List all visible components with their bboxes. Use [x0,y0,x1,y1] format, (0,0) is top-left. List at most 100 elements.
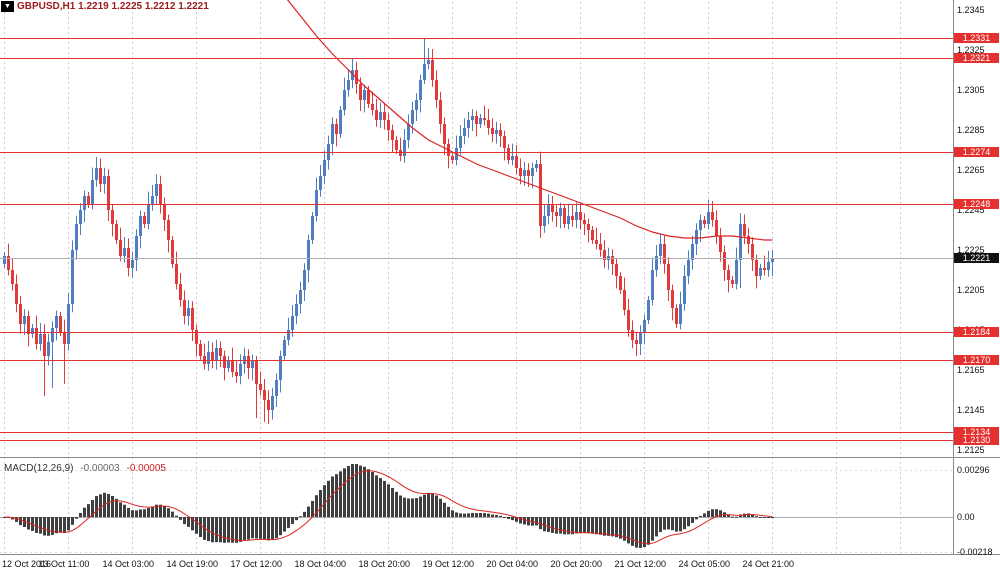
candle-up [227,360,230,368]
time-label: 12 Oct 2016 [2,559,52,569]
macd-bar [155,504,158,517]
candle-down [371,104,374,110]
candle-down [435,80,438,100]
macd-bar [199,517,202,538]
macd-bar [679,517,682,532]
candle-up [47,342,50,356]
candle-down [503,136,506,148]
macd-bar [251,517,254,539]
candle-up [575,212,578,220]
macd-bar [383,480,386,517]
candle-up [3,256,6,264]
candle-up [155,184,158,196]
candle-up [543,216,546,226]
macd-bar [603,517,606,536]
candle-down [731,280,734,284]
candle-up [275,380,278,396]
price-tick-label: 1.2325 [957,45,985,55]
candle-up [707,212,710,224]
time-label: 14 Oct 19:00 [166,559,219,569]
macd-bar [487,513,490,517]
candle-up [131,260,134,268]
candle-down [59,316,62,332]
macd-bar [483,513,486,517]
candle-down [443,124,446,144]
macd-tick-label: -0.00218 [957,547,993,557]
macd-bar [123,504,126,517]
candle-down [755,260,758,276]
macd-bar [467,513,470,517]
candle-down [475,116,478,124]
candle-down [451,156,454,160]
candle-up [459,136,462,148]
macd-bar [731,516,734,518]
macd-bar [31,517,34,531]
candle-down [611,256,614,264]
candle-down [747,236,750,244]
macd-bar [35,517,38,533]
macd-bar [547,517,550,532]
macd-bar [431,493,434,517]
macd-bar [503,517,506,518]
candle-down [195,330,198,344]
macd-bar [707,510,710,517]
sr-price-badge: 1.2274 [954,147,999,157]
macd-bar [207,517,210,542]
candle-down [19,304,22,324]
macd-bar [271,517,274,540]
candle-up [55,316,58,328]
macd-bar [59,517,62,533]
macd-bar [183,517,186,525]
macd-bar [227,517,230,543]
macd-bar [727,514,730,517]
candle-down [383,112,386,120]
chart-menu-icon[interactable]: ▼ [1,1,14,12]
candle-down [359,84,362,100]
candle-up [251,360,254,368]
candle-up [643,320,646,332]
macd-bar [179,517,182,520]
candle-down [367,90,370,104]
candle-up [279,356,282,380]
candle-up [339,110,342,134]
macd-tick-label: 0.00296 [957,465,990,475]
candle-down [615,264,618,276]
candle-down [211,352,214,360]
candle-up [403,140,406,156]
candle-down [175,264,178,284]
candle-up [343,90,346,110]
macd-bar [99,494,102,517]
candle-up [687,260,690,276]
macd-bar [151,506,154,517]
candle-down [99,168,102,184]
macd-bar [339,471,342,517]
time-label: 17 Oct 12:00 [230,559,283,569]
macd-bar [255,517,258,539]
candle-down [627,310,630,330]
candle-down [87,196,90,204]
macd-bar [323,485,326,517]
macd-bar [575,517,578,534]
candle-down [483,118,486,120]
candle-up [103,176,106,184]
macd-bar [335,474,338,517]
macd-bar [539,517,542,530]
macd-bar [599,517,602,535]
candle-up [419,80,422,100]
price-tick-label: 1.2345 [957,5,985,15]
candle-down [163,204,166,220]
macd-bar [395,491,398,517]
macd-bar [615,517,618,538]
candle-up [39,334,42,344]
candle-down [583,220,586,224]
candle-up [311,216,314,240]
macd-bar [647,517,650,545]
candle-down [375,110,378,120]
macd-bar [19,517,22,526]
candle-down [515,156,518,168]
candle-up [307,240,310,270]
candle-up [567,216,570,224]
macd-bar [215,517,218,543]
candle-up [139,216,142,236]
